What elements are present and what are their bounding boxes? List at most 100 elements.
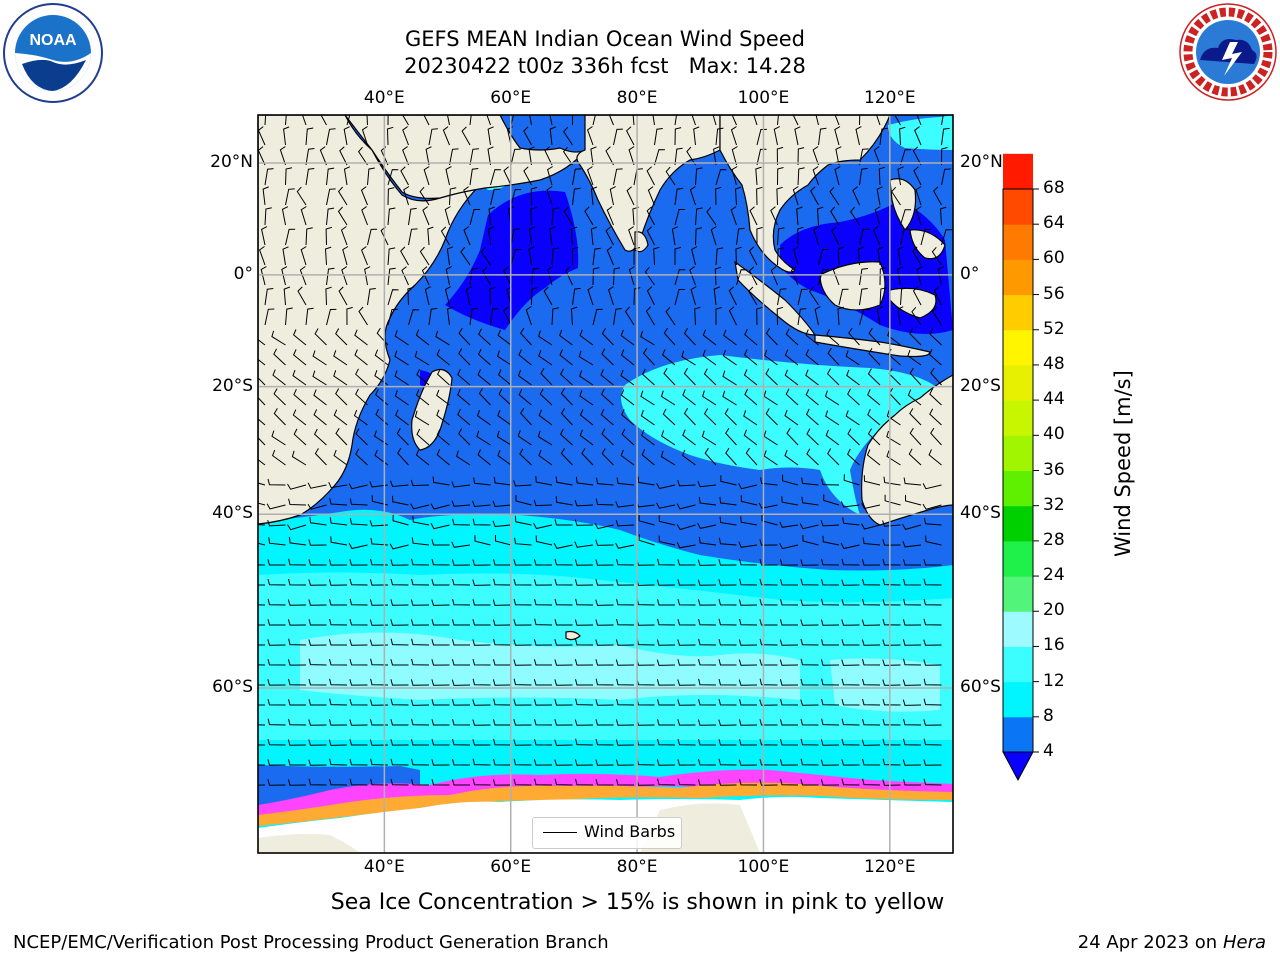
wind-barb [902, 524, 922, 530]
lon-label-bottom: 80°E [616, 857, 658, 877]
wind-barb [820, 779, 840, 786]
wind-barb [800, 779, 819, 786]
wind-barb [503, 306, 512, 326]
wind-barb [258, 502, 266, 506]
wind-barb [879, 127, 888, 146]
wind-barb [777, 247, 785, 266]
wind-barb [723, 329, 737, 346]
wind-barb [937, 266, 944, 286]
wind-barb [579, 390, 594, 406]
wind-barb [615, 579, 635, 586]
wind-barb [575, 598, 594, 606]
wind-barb [482, 266, 491, 286]
wind-barb [677, 639, 696, 646]
wind-barb [547, 166, 553, 186]
wind-barb [821, 678, 840, 686]
wind-barb [469, 267, 479, 286]
wind-barb [674, 289, 685, 306]
wind-barb [620, 329, 635, 346]
colorbar-bin [1003, 576, 1033, 612]
wind-barb [514, 515, 532, 526]
wind-barb [861, 739, 881, 746]
wind-barb [621, 409, 635, 426]
wind-barb [759, 659, 778, 666]
wind-barb [690, 286, 697, 306]
wind-barb [718, 779, 737, 786]
wind-barb [533, 499, 553, 507]
wind-barb [572, 168, 582, 186]
lat-label-right: 20°N [960, 152, 1003, 172]
wind-barb [734, 186, 742, 206]
wind-barb [370, 558, 389, 566]
wind-barb [425, 146, 432, 166]
wind-barb [693, 126, 700, 146]
wind-barb [472, 518, 491, 526]
wind-barb [738, 639, 758, 646]
wind-barb [779, 559, 799, 566]
wind-barb [472, 739, 491, 746]
wind-barb [587, 166, 594, 186]
wind-barb [613, 308, 622, 326]
wind-barb [825, 429, 840, 446]
wind-barb [452, 718, 471, 726]
wind-barb [595, 559, 614, 566]
wind-barb [646, 286, 655, 306]
wind-barb [701, 430, 717, 446]
footer-machine: Hera [1222, 932, 1266, 953]
wind-barb [718, 698, 737, 706]
wind-barb [780, 598, 799, 606]
wind-barb [863, 475, 881, 486]
wind-barb [308, 639, 327, 646]
wind-barb [472, 619, 491, 626]
wind-barb [285, 307, 293, 326]
colorbar-bin [1003, 646, 1033, 683]
wind-barb [876, 306, 883, 326]
wind-barb [615, 639, 635, 646]
wind-barb [335, 388, 348, 406]
wind-barb [821, 698, 840, 706]
wind-barb [452, 598, 471, 606]
wind-barb [258, 624, 265, 626]
wind-barb [941, 115, 944, 126]
wind-barb [656, 579, 676, 586]
wind-barb [657, 558, 676, 566]
wind-barb [897, 246, 904, 266]
wind-barb [490, 188, 501, 206]
wind-barb [543, 286, 553, 306]
wind-barb [641, 368, 655, 386]
wind-barb [472, 559, 491, 566]
wind-barb [348, 542, 368, 550]
wind-barb [387, 115, 389, 126]
wind-barb [519, 327, 532, 346]
wind-barb [626, 186, 635, 206]
wind-barb [715, 247, 724, 266]
wind-barb [408, 309, 420, 326]
wind-barb [354, 329, 368, 346]
wind-barb [258, 684, 266, 686]
wind-barb [923, 778, 942, 786]
wind-barb [743, 410, 758, 426]
wind-barb [647, 186, 655, 206]
wind-barb [533, 579, 553, 586]
wind-barb [308, 759, 327, 766]
wind-barb [606, 246, 614, 266]
wind-barb [941, 127, 950, 146]
wind-barb [451, 500, 471, 507]
wind-barb [513, 678, 532, 686]
wind-barb [285, 115, 287, 126]
wind-barb [305, 127, 314, 146]
wind-barb [346, 306, 353, 326]
wind-barb [697, 559, 717, 566]
wind-barb [415, 329, 430, 346]
wind-barb [653, 246, 660, 266]
wind-barb [349, 778, 368, 786]
wind-barb [531, 287, 538, 306]
wind-barb [285, 228, 296, 246]
wind-barb [779, 639, 799, 646]
wind-barb [349, 639, 368, 646]
wind-barb [698, 536, 717, 546]
wind-barb [394, 370, 409, 386]
wind-barb [497, 409, 512, 426]
wind-barb [355, 448, 368, 466]
lat-label-right: 60°S [960, 677, 1001, 698]
